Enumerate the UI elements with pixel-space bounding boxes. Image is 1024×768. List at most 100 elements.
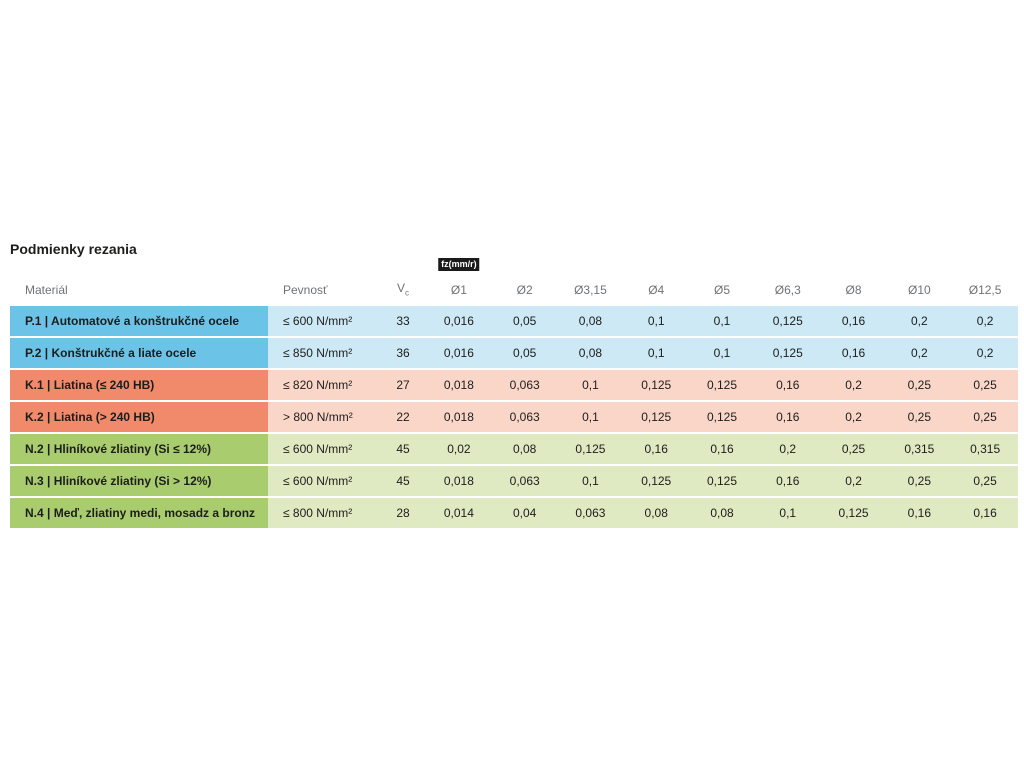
vc-cell: 45 xyxy=(380,466,426,496)
fz-cell: 0,315 xyxy=(952,434,1018,464)
material-cell: K.2 | Liatina (> 240 HB) xyxy=(10,402,268,432)
fz-cell: 0,125 xyxy=(820,498,887,528)
strength-cell: ≤ 800 N/mm² xyxy=(268,498,380,528)
fz-cell: 0,016 xyxy=(426,338,492,368)
fz-cell: 0,25 xyxy=(886,466,953,496)
fz-cell: 0,1 xyxy=(557,466,624,496)
col-header-pevnost: Pevnosť xyxy=(283,283,328,297)
fz-cell: 0,1 xyxy=(557,402,624,432)
cutting-conditions-section: Podmienky rezania Materiál Pevnosť Vc fz… xyxy=(10,240,1018,528)
section-title: Podmienky rezania xyxy=(10,241,137,257)
fz-cell: 0,08 xyxy=(491,434,558,464)
material-cell: P.1 | Automatové a konštrukčné ocele xyxy=(10,306,268,336)
fz-cell: 0,25 xyxy=(952,402,1018,432)
material-cell: N.3 | Hliníkové zliatiny (Si > 12%) xyxy=(10,466,268,496)
fz-cell: 0,125 xyxy=(557,434,624,464)
material-cell: N.2 | Hliníkové zliatiny (Si ≤ 12%) xyxy=(10,434,268,464)
fz-cell: 0,2 xyxy=(820,466,887,496)
table-header-row: Materiál Pevnosť Vc fz(mm/r) Ø1 Ø2 Ø3,15… xyxy=(10,258,1018,306)
fz-cell: 0,02 xyxy=(426,434,492,464)
fz-cell: 0,25 xyxy=(952,466,1018,496)
table-row: K.1 | Liatina (≤ 240 HB) ≤ 820 N/mm² 27 … xyxy=(10,370,1018,400)
fz-cell: 0,018 xyxy=(426,466,492,496)
table-row: P.2 | Konštrukčné a liate ocele ≤ 850 N/… xyxy=(10,338,1018,368)
fz-cell: 0,16 xyxy=(689,434,755,464)
col-header-vc: Vc xyxy=(380,281,426,297)
fz-cell: 0,125 xyxy=(689,370,755,400)
vc-cell: 28 xyxy=(380,498,426,528)
vc-cell: 27 xyxy=(380,370,426,400)
fz-cell: 0,25 xyxy=(886,402,953,432)
fz-cell: 0,063 xyxy=(491,370,558,400)
fz-cell: 0,05 xyxy=(491,338,558,368)
fz-cell: 0,063 xyxy=(491,466,558,496)
fz-cell: 0,08 xyxy=(557,338,624,368)
col-header-d8: Ø10 xyxy=(907,283,931,297)
fz-cell: 0,125 xyxy=(689,466,755,496)
fz-cell: 0,16 xyxy=(754,402,821,432)
col-header-d4: Ø4 xyxy=(648,283,665,297)
fz-cell: 0,1 xyxy=(623,338,690,368)
fz-cell: 0,08 xyxy=(557,306,624,336)
fz-cell: 0,315 xyxy=(886,434,953,464)
table-row: N.4 | Meď, zliatiny medi, mosadz a bronz… xyxy=(10,498,1018,528)
fz-cell: 0,05 xyxy=(491,306,558,336)
fz-cell: 0,04 xyxy=(491,498,558,528)
fz-cell: 0,063 xyxy=(557,498,624,528)
fz-cell: 0,2 xyxy=(820,402,887,432)
strength-cell: ≤ 600 N/mm² xyxy=(268,306,380,336)
fz-cell: 0,1 xyxy=(754,498,821,528)
strength-cell: > 800 N/mm² xyxy=(268,402,380,432)
fz-cell: 0,018 xyxy=(426,402,492,432)
fz-cell: 0,1 xyxy=(557,370,624,400)
fz-cell: 0,16 xyxy=(623,434,690,464)
fz-cell: 0,1 xyxy=(689,306,755,336)
fz-cell: 0,014 xyxy=(426,498,492,528)
fz-cell: 0,2 xyxy=(952,338,1018,368)
fz-cell: 0,25 xyxy=(886,370,953,400)
col-header-d9: Ø12,5 xyxy=(968,283,1002,297)
vc-cell: 36 xyxy=(380,338,426,368)
vc-cell: 45 xyxy=(380,434,426,464)
fz-cell: 0,16 xyxy=(886,498,953,528)
col-header-d6: Ø6,3 xyxy=(774,283,801,297)
fz-cell: 0,2 xyxy=(952,306,1018,336)
fz-cell: 0,018 xyxy=(426,370,492,400)
col-header-d3: Ø3,15 xyxy=(574,283,607,297)
fz-cell: 0,125 xyxy=(689,402,755,432)
fz-cell: 0,16 xyxy=(754,370,821,400)
fz-cell: 0,08 xyxy=(623,498,690,528)
table-row: K.2 | Liatina (> 240 HB) > 800 N/mm² 22 … xyxy=(10,402,1018,432)
strength-cell: ≤ 600 N/mm² xyxy=(268,466,380,496)
table-body: P.1 | Automatové a konštrukčné ocele ≤ 6… xyxy=(10,306,1018,528)
fz-cell: 0,125 xyxy=(623,402,690,432)
fz-cell: 0,25 xyxy=(952,370,1018,400)
material-cell: P.2 | Konštrukčné a liate ocele xyxy=(10,338,268,368)
fz-cell: 0,16 xyxy=(820,306,887,336)
fz-cell: 0,125 xyxy=(623,466,690,496)
fz-unit-badge: fz(mm/r) xyxy=(438,258,480,271)
strength-cell: ≤ 850 N/mm² xyxy=(268,338,380,368)
material-cell: N.4 | Meď, zliatiny medi, mosadz a bronz xyxy=(10,498,268,528)
fz-cell: 0,16 xyxy=(820,338,887,368)
fz-cell: 0,2 xyxy=(754,434,821,464)
table-row: N.3 | Hliníkové zliatiny (Si > 12%) ≤ 60… xyxy=(10,466,1018,496)
col-header-d7: Ø8 xyxy=(845,283,862,297)
fz-cell: 0,063 xyxy=(491,402,558,432)
fz-cell: 0,1 xyxy=(623,306,690,336)
vc-label: V xyxy=(396,280,405,295)
fz-cell: 0,125 xyxy=(754,338,821,368)
fz-cell: 0,125 xyxy=(623,370,690,400)
vc-cell: 22 xyxy=(380,402,426,432)
strength-cell: ≤ 820 N/mm² xyxy=(268,370,380,400)
fz-cell: 0,125 xyxy=(754,306,821,336)
table-row: N.2 | Hliníkové zliatiny (Si ≤ 12%) ≤ 60… xyxy=(10,434,1018,464)
fz-cell: 0,016 xyxy=(426,306,492,336)
fz-cell: 0,16 xyxy=(952,498,1018,528)
col-header-d2: Ø2 xyxy=(516,283,533,297)
fz-cell: 0,08 xyxy=(689,498,755,528)
diameter-label: Ø1 xyxy=(450,283,467,297)
fz-cell: 0,2 xyxy=(886,306,953,336)
col-header-d1: fz(mm/r) Ø1 xyxy=(426,258,492,297)
